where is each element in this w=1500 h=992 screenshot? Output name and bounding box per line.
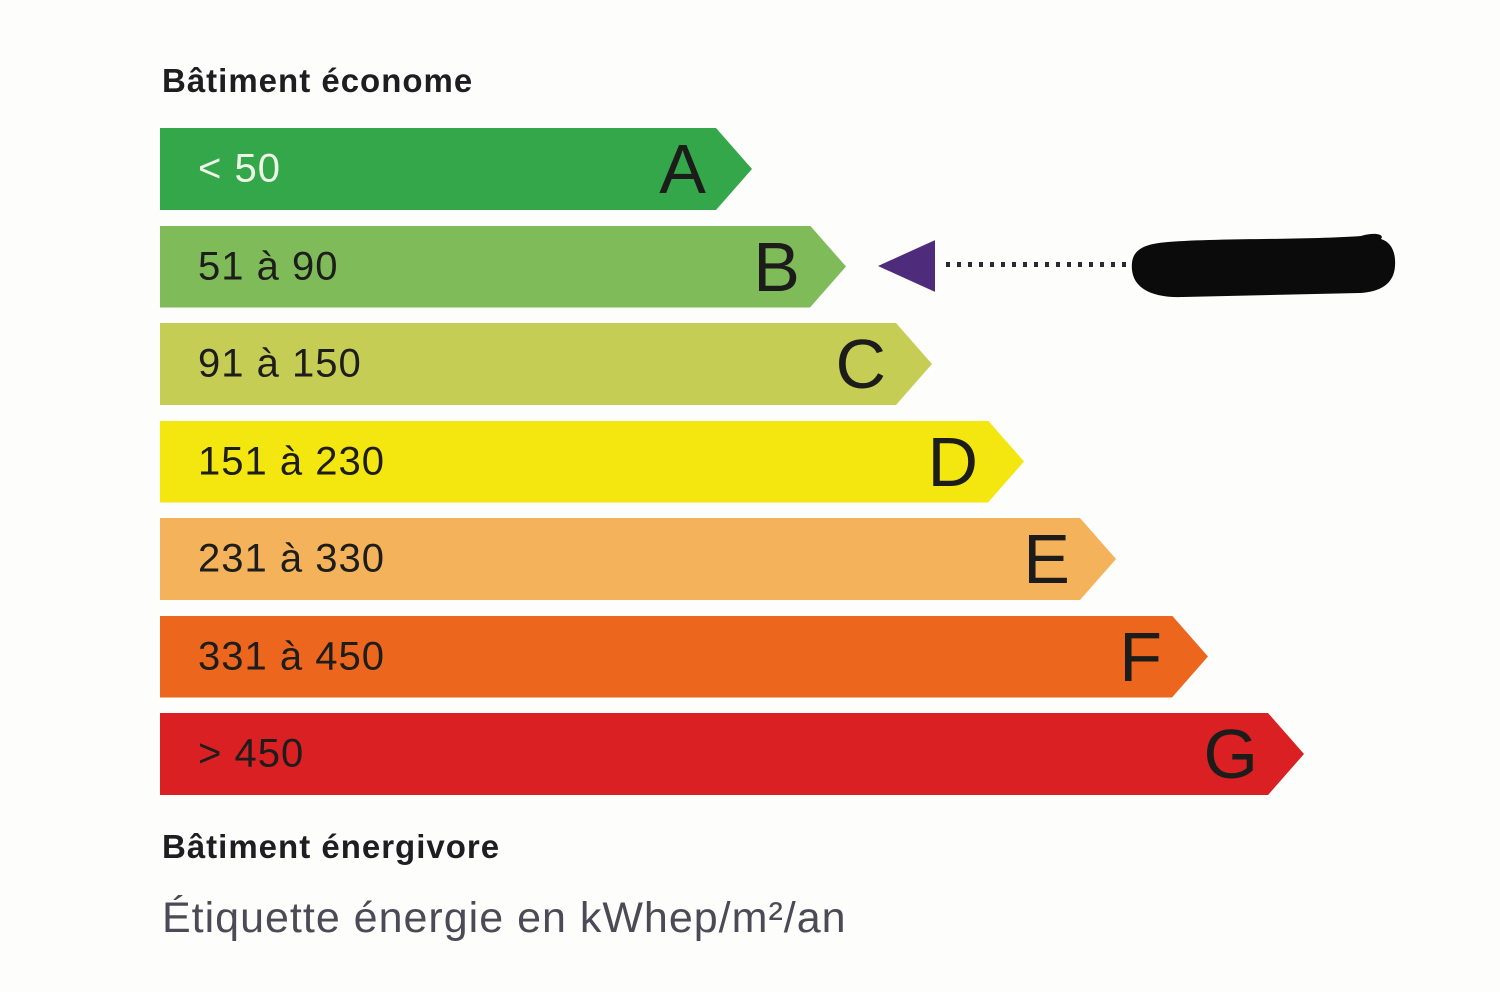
- energy-scale: < 50 A 51 à 90 B 91 à 150 C 151 à 230 D …: [160, 128, 1410, 811]
- energy-class-arrow: 231 à 330 E: [160, 518, 1116, 600]
- range-label: > 450: [198, 731, 305, 776]
- energy-class-arrow: 91 à 150 C: [160, 323, 932, 405]
- class-letter: F: [1119, 617, 1162, 696]
- class-letter: D: [927, 422, 978, 501]
- class-letter: B: [753, 227, 800, 306]
- dotted-leader-line: [946, 262, 1128, 267]
- range-label: 151 à 230: [198, 439, 385, 483]
- energy-class-row-B: 51 à 90 B: [160, 226, 1410, 308]
- energy-class-row-G: > 450 G: [160, 713, 1410, 795]
- energy-class-row-E: 231 à 330 E: [160, 518, 1410, 600]
- energy-class-row-C: 91 à 150 C: [160, 323, 1410, 405]
- redaction-blob: [1131, 233, 1396, 298]
- energy-class-row-F: 331 à 450 F: [160, 616, 1410, 698]
- energy-class-arrow: 151 à 230 D: [160, 421, 1024, 503]
- energy-class-row-D: 151 à 230 D: [160, 421, 1410, 503]
- caption-etiquette-energie: Étiquette énergie en kWhep/m²/an: [162, 894, 847, 942]
- energy-class-arrow: 331 à 450 F: [160, 616, 1208, 698]
- range-label: < 50: [198, 146, 281, 191]
- class-letter: C: [835, 325, 886, 403]
- class-letter: A: [659, 130, 706, 208]
- label-batiment-econome: Bâtiment économe: [162, 62, 474, 99]
- redaction-blob-shape: [1131, 233, 1396, 298]
- label-batiment-energivore: Bâtiment énergivore: [162, 828, 501, 865]
- range-label: 331 à 450: [198, 634, 385, 678]
- range-label: 51 à 90: [198, 244, 339, 288]
- energy-class-row-A: < 50 A: [160, 128, 1410, 210]
- energy-class-arrow: < 50 A: [160, 128, 752, 210]
- energy-class-arrow: > 450 G: [160, 713, 1304, 795]
- class-letter: G: [1203, 715, 1258, 793]
- energy-class-arrow: 51 à 90 B: [160, 226, 846, 308]
- class-letter: E: [1023, 520, 1070, 598]
- range-label: 91 à 150: [198, 341, 362, 386]
- range-label: 231 à 330: [198, 536, 385, 581]
